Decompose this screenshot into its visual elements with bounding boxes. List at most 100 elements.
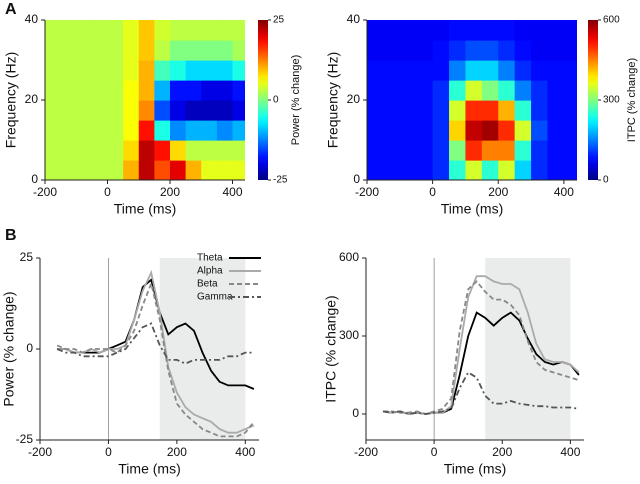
x-tick-label: 400 — [222, 185, 242, 199]
heatmap-cell — [123, 120, 140, 141]
heatmap-cell — [185, 100, 202, 121]
heatmap-cell — [170, 100, 187, 121]
heatmap-cell — [60, 20, 77, 41]
heatmap-cell — [563, 20, 577, 41]
heatmap-cell — [514, 80, 532, 101]
heatmap-cell — [154, 60, 171, 81]
heatmap-cell — [216, 120, 234, 141]
heatmap-cell — [383, 80, 401, 101]
heatmap-cell — [465, 120, 483, 141]
heatmap-cell — [498, 100, 516, 121]
y-tick-label: 600 — [339, 250, 359, 264]
heatmap-cell — [547, 120, 565, 141]
heatmap-cell — [432, 160, 450, 180]
heatmap-cell — [170, 140, 187, 161]
heatmap-cell — [107, 100, 124, 121]
heatmap-cell — [170, 20, 187, 41]
x-tick-label: 0 — [429, 185, 436, 199]
panel-label: B — [5, 227, 17, 244]
colorbar — [258, 20, 268, 180]
heatmap-cell — [498, 80, 516, 101]
heatmap-cell — [383, 40, 401, 61]
x-tick-label: 200 — [160, 185, 180, 199]
heatmap-cell — [531, 120, 549, 141]
legend-label: Theta — [197, 253, 223, 264]
heatmap-cell — [563, 140, 577, 161]
heatmap-cell — [498, 20, 516, 41]
heatmap-cell — [138, 40, 155, 61]
heatmap-cell — [216, 160, 234, 180]
heatmap-cell — [154, 20, 171, 41]
colorbar-tick-label: 300 — [603, 95, 620, 106]
heatmap-cell — [465, 100, 483, 121]
heatmap-cell — [481, 100, 499, 121]
heatmap-cell — [201, 120, 218, 141]
heatmap-cell — [465, 80, 483, 101]
heatmap-cell — [201, 20, 218, 41]
heatmap-cell — [232, 140, 245, 161]
heatmap-cell — [123, 140, 140, 161]
heatmap — [367, 20, 577, 180]
heatmap-cell — [383, 60, 401, 81]
heatmap-cell — [76, 120, 93, 141]
colorbar-tick-label: 0 — [273, 95, 279, 106]
heatmap-cell — [201, 80, 218, 101]
heatmap-cell — [154, 160, 171, 180]
heatmap-cell — [185, 40, 202, 61]
heatmap-cell — [185, 160, 202, 180]
heatmap-cell — [91, 20, 109, 41]
heatmap-cell — [60, 160, 77, 180]
heatmap-cell — [563, 60, 577, 81]
heatmap-cell — [383, 20, 401, 41]
heatmap-cell — [216, 40, 234, 61]
colorbar-tick-label: 0 — [603, 175, 609, 186]
heatmap-cell — [416, 40, 434, 61]
heatmap-cell — [547, 160, 565, 180]
heatmap-cell — [138, 60, 155, 81]
heatmap-cell — [232, 20, 245, 41]
colorbar-label: Power (% change) — [290, 55, 302, 146]
series-line — [56, 280, 255, 438]
heatmap-cell — [514, 60, 532, 81]
heatmap-cell — [449, 120, 467, 141]
heatmap-cell — [154, 100, 171, 121]
x-axis-label: Time (ms) — [444, 461, 506, 477]
colorbar — [588, 20, 598, 180]
x-tick-label: 0 — [431, 445, 438, 459]
heatmap-cell — [498, 160, 516, 180]
heatmap-cell — [514, 120, 532, 141]
x-tick-label: 0 — [105, 445, 112, 459]
x-tick-label: -200 — [33, 185, 57, 199]
heatmap-cell — [201, 40, 218, 61]
heatmap-cell — [138, 140, 155, 161]
heatmap-cell — [399, 20, 417, 41]
heatmap-cell — [45, 160, 62, 180]
heatmap-cell — [432, 40, 450, 61]
y-tick-label: 20 — [25, 92, 39, 106]
heatmap-cell — [367, 80, 385, 101]
heatmap-cell — [170, 120, 187, 141]
y-tick-label: 0 — [26, 341, 33, 355]
heatmap-cell — [465, 140, 483, 161]
heatmap-cell — [60, 100, 77, 121]
heatmap-cell — [154, 80, 171, 101]
heatmap-cell — [201, 100, 218, 121]
series-line — [382, 371, 580, 415]
heatmap-cell — [91, 140, 109, 161]
heatmap-cell — [449, 60, 467, 81]
y-tick-label: 40 — [347, 12, 361, 26]
y-axis-label: ITPC (% change) — [323, 295, 339, 402]
x-tick-label: 200 — [492, 445, 512, 459]
y-tick-label: -25 — [16, 432, 34, 446]
heatmap-cell — [416, 80, 434, 101]
heatmap-cell — [367, 100, 385, 121]
heatmap-cell — [481, 20, 499, 41]
heatmap-cell — [91, 40, 109, 61]
heatmap-cell — [91, 100, 109, 121]
heatmap-cell — [531, 140, 549, 161]
x-tick-label: 400 — [235, 445, 255, 459]
heatmap-cell — [76, 140, 93, 161]
heatmap-cell — [216, 20, 234, 41]
heatmap-cell — [432, 80, 450, 101]
heatmap-cell — [449, 160, 467, 180]
